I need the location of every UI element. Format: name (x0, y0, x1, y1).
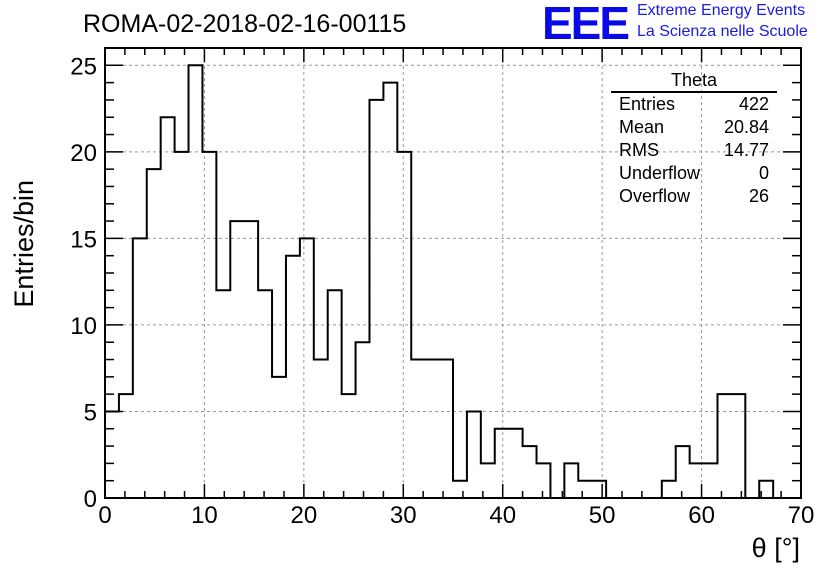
stats-box: Theta Entries 422 Mean 20.84 RMS 14.77 U… (611, 70, 777, 208)
x-tick-label: 20 (291, 502, 318, 529)
x-tick-label: 10 (191, 502, 218, 529)
x-tick-label: 60 (688, 502, 715, 529)
stats-row-entries: Entries 422 (611, 93, 777, 116)
stats-title: Theta (611, 70, 777, 93)
y-tick-label: 25 (70, 53, 97, 80)
stats-label: Overflow (619, 186, 691, 206)
y-axis-label: Entries/bin (9, 180, 39, 308)
axis-ticks (104, 47, 802, 499)
stats-label: Mean (619, 117, 665, 137)
y-tick-label: 10 (70, 313, 97, 340)
x-tick-label: 40 (489, 502, 516, 529)
eee-logo: EEE (542, 0, 630, 49)
x-tick-label: 30 (390, 502, 417, 529)
x-tick-label: 0 (98, 502, 111, 529)
stats-value: 14.77 (723, 140, 769, 160)
y-tick-label: 5 (84, 399, 97, 426)
x-axis-label: θ [°] (752, 533, 800, 563)
stats-row-underflow: Underflow 0 (611, 162, 777, 185)
stats-row-mean: Mean 20.84 (611, 116, 777, 139)
logo-caption-line1: Extreme Energy Events (637, 2, 806, 19)
stats-row-overflow: Overflow 26 (611, 185, 777, 208)
stats-row-rms: RMS 14.77 (611, 139, 777, 162)
stats-value: 422 (738, 94, 769, 114)
y-tick-label: 20 (70, 140, 97, 167)
logo-caption-line2: La Scienza nelle Scuole (637, 23, 808, 40)
stats-label: Entries (619, 94, 676, 114)
x-tick-label: 70 (788, 502, 815, 529)
x-tick-label: 50 (589, 502, 616, 529)
y-tick-label: 0 (84, 486, 97, 513)
run-title: ROMA-02-2018-02-16-00115 (83, 10, 407, 38)
stats-label: Underflow (619, 163, 701, 183)
stats-value: 26 (748, 186, 769, 206)
stats-value: 0 (758, 163, 769, 183)
stats-value: 20.84 (723, 117, 769, 137)
histogram-series (104, 64, 801, 499)
y-tick-label: 15 (70, 226, 97, 253)
stats-label: RMS (619, 140, 659, 160)
axis-tick-labels: 0 10 20 30 40 50 60 70 0 5 10 15 20 25 (70, 53, 814, 529)
